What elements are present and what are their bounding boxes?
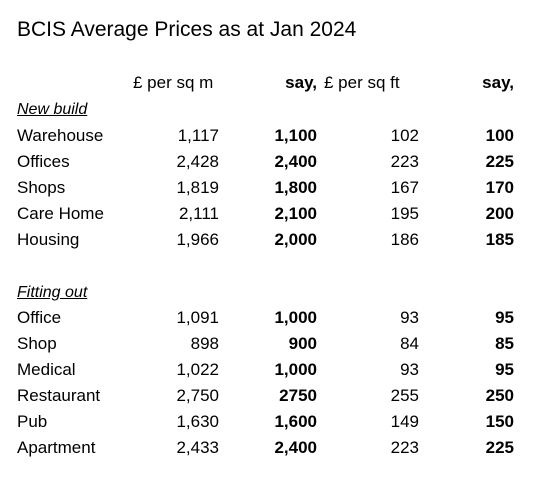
table-row: Shop 898 900 84 85 [0,334,541,360]
price-per-sq-ft: 84 [400,334,419,353]
rounded-per-sq-m: 2,100 [274,204,317,223]
rounded-per-sq-m: 1,100 [274,126,317,145]
rounded-per-sq-ft: 225 [485,152,514,171]
price-per-sq-ft: 93 [400,308,419,327]
price-per-sq-ft: 93 [400,360,419,379]
table-row: Restaurant 2,750 2750 255 250 [0,386,541,412]
rounded-per-sq-ft: 150 [485,412,514,431]
table-row: Housing 1,966 2,000 186 185 [0,230,541,256]
price-per-sq-ft: 255 [390,386,419,405]
price-per-sq-ft: 186 [390,230,419,249]
price-per-sq-m: 1,819 [176,178,219,197]
row-name: Apartment [17,438,96,457]
rounded-per-sq-ft: 250 [485,386,514,405]
price-per-sq-ft: 223 [390,438,419,457]
rounded-per-sq-ft: 95 [495,308,514,327]
table-row: Care Home 2,111 2,100 195 200 [0,204,541,230]
row-name: Housing [17,230,80,249]
header-per-sq-ft: £ per sq ft [324,73,400,92]
rounded-per-sq-m: 2750 [279,386,317,405]
header-say-2: say, [482,73,514,92]
price-per-sq-ft: 102 [390,126,419,145]
table-row: Apartment 2,433 2,400 223 225 [0,438,541,464]
table-row: Office 1,091 1,000 93 95 [0,308,541,334]
row-name: Shops [17,178,66,197]
row-name: Care Home [17,204,104,223]
price-per-sq-m: 1,022 [176,360,219,379]
price-per-sq-ft: 223 [390,152,419,171]
price-per-sq-m: 1,966 [176,230,219,249]
header-say-1: say, [285,73,317,92]
row-name: Warehouse [17,126,104,145]
table-row: Offices 2,428 2,400 223 225 [0,152,541,178]
table-row: Warehouse 1,117 1,100 102 100 [0,126,541,152]
rounded-per-sq-ft: 225 [485,438,514,457]
rounded-per-sq-ft: 100 [485,126,514,145]
price-per-sq-m: 1,091 [176,308,219,327]
price-per-sq-m: 1,630 [176,412,219,431]
price-per-sq-ft: 195 [390,204,419,223]
price-per-sq-ft: 167 [390,178,419,197]
rounded-per-sq-ft: 85 [495,334,514,353]
rounded-per-sq-m: 1,800 [274,178,317,197]
row-name: Restaurant [17,386,101,405]
table-row: Shops 1,819 1,800 167 170 [0,178,541,204]
rounded-per-sq-ft: 95 [495,360,514,379]
rounded-per-sq-m: 2,400 [274,438,317,457]
section-heading-fitting-out: Fitting out [17,284,88,301]
price-per-sq-m: 2,750 [176,386,219,405]
price-per-sq-ft: 149 [390,412,419,431]
row-name: Office [17,308,62,327]
price-per-sq-m: 898 [190,334,219,353]
row-name: Offices [17,152,70,171]
rounded-per-sq-ft: 185 [485,230,514,249]
rounded-per-sq-m: 1,000 [274,308,317,327]
rounded-per-sq-m: 900 [288,334,317,353]
price-per-sq-m: 2,428 [176,152,219,171]
table-row: Medical 1,022 1,000 93 95 [0,360,541,386]
rounded-per-sq-m: 1,000 [274,360,317,379]
section-heading-new-build: New build [17,101,88,118]
rounded-per-sq-ft: 200 [485,204,514,223]
header-per-sq-m: £ per sq m [133,73,214,92]
row-name: Shop [17,334,57,353]
row-name: Pub [17,412,48,431]
table-row: Pub 1,630 1,600 149 150 [0,412,541,438]
price-per-sq-m: 2,111 [178,204,219,223]
page-title: BCIS Average Prices as at Jan 2024 [17,18,357,41]
rounded-per-sq-m: 2,400 [274,152,317,171]
rounded-per-sq-m: 2,000 [274,230,317,249]
price-per-sq-m: 1,117 [177,126,219,145]
row-name: Medical [17,360,76,379]
rounded-per-sq-m: 1,600 [274,412,317,431]
rounded-per-sq-ft: 170 [485,178,514,197]
price-per-sq-m: 2,433 [176,438,219,457]
